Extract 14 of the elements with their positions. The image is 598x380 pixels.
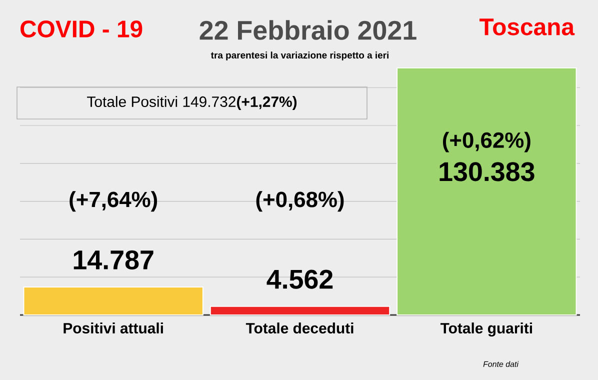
text: Toscana xyxy=(480,18,575,36)
chart-subtitle: tra parentesi la variazione rispetto a ieri xyxy=(210,52,388,60)
annotation: (+0,68%) xyxy=(256,191,344,212)
x-tick-label: Totale deceduti xyxy=(246,322,354,334)
annotation: (+0,62%) xyxy=(442,132,530,152)
annotation: Totale Positivi 149.732(+1,27%) xyxy=(87,96,297,110)
text: COVID - 19 xyxy=(20,20,142,38)
data-label: 4.562 xyxy=(266,270,333,289)
chart-title: 22 Febbraio 2021 xyxy=(200,20,416,40)
annotation: (+7,64%) xyxy=(70,191,158,212)
data-label: 14.787 xyxy=(74,250,154,270)
x-tick-label: Positivi attuali xyxy=(64,322,163,334)
x-tick-label: Totale guariti xyxy=(440,322,532,337)
data-label: 130.383 xyxy=(440,162,534,182)
